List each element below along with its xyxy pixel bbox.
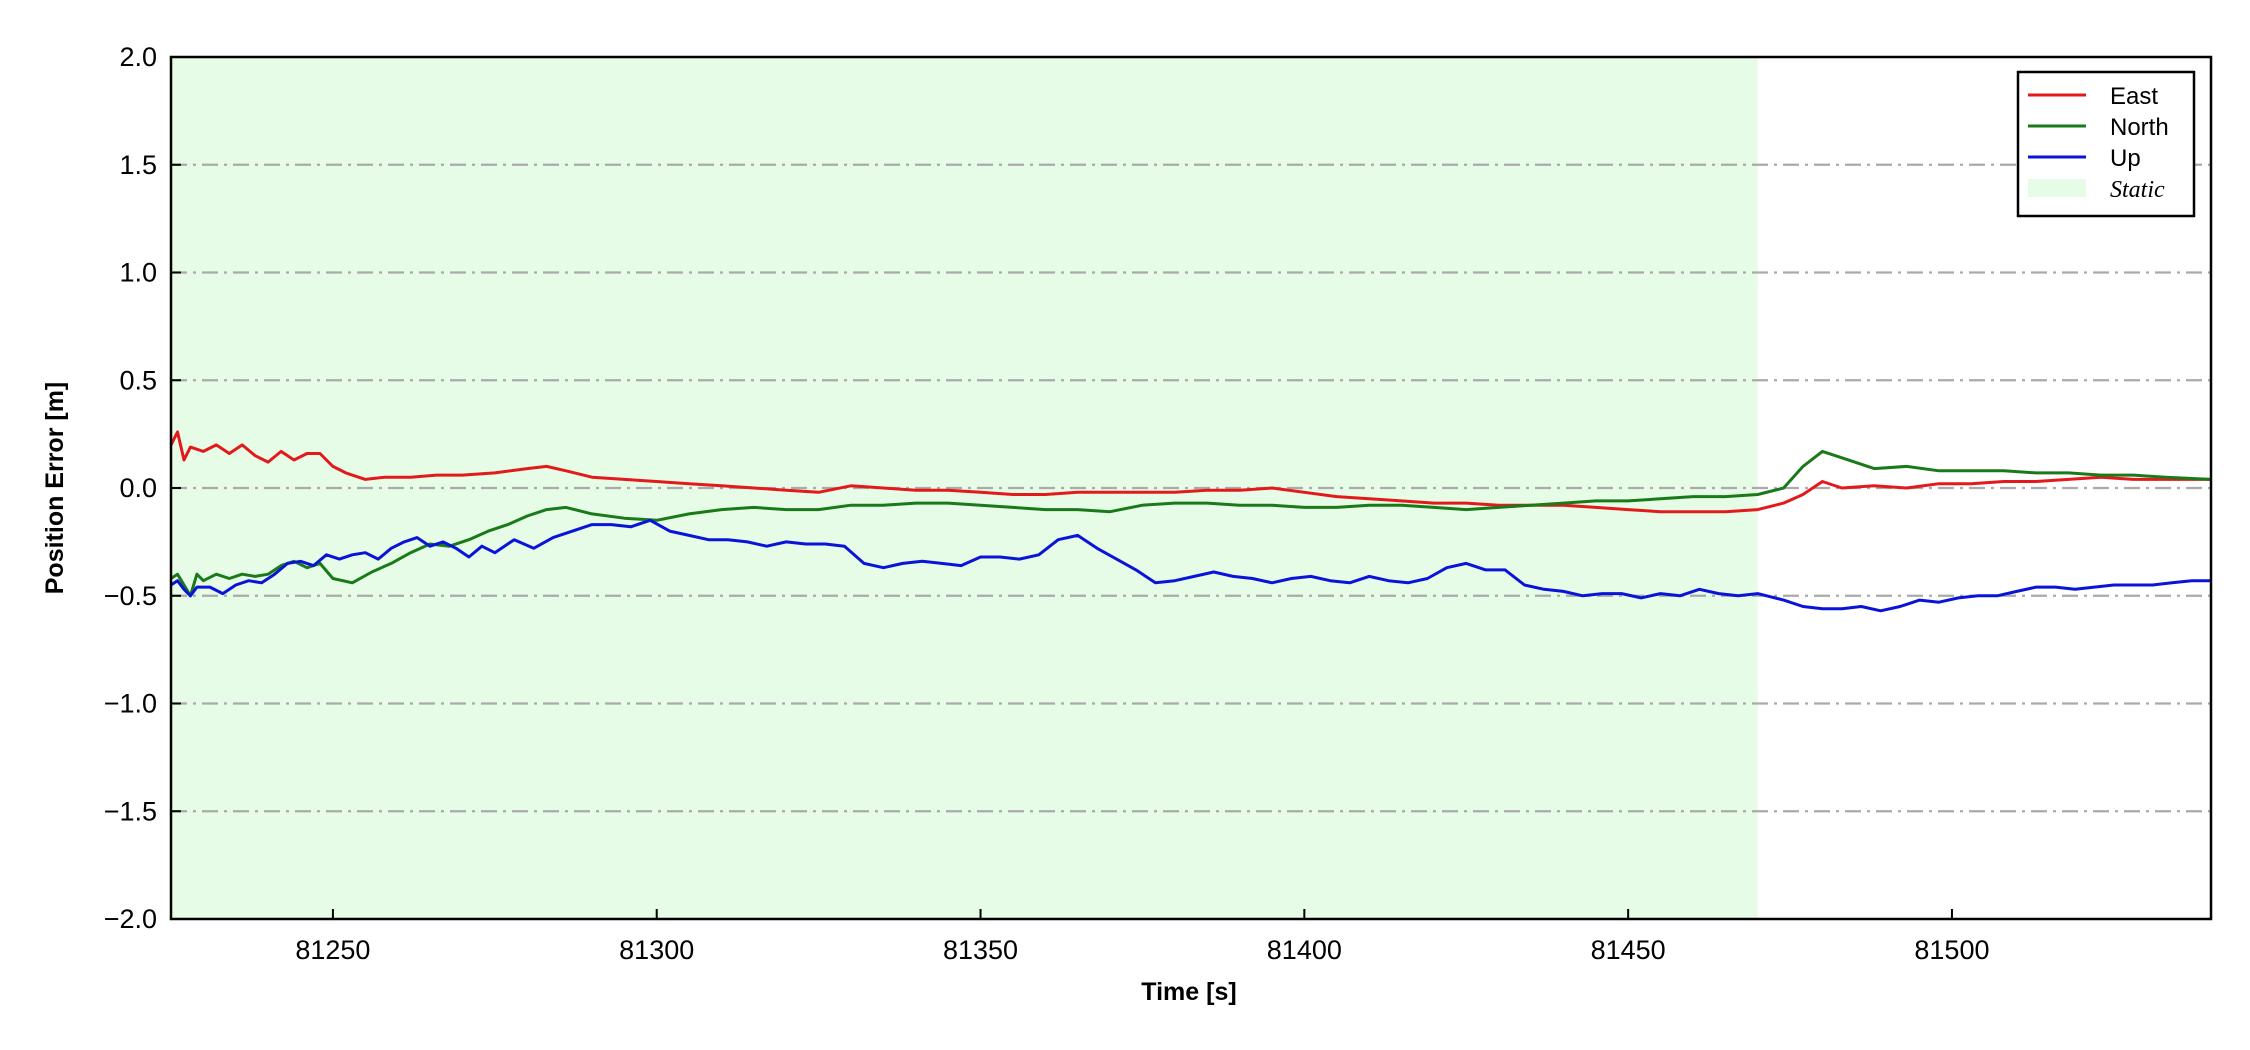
- x-tick-label: 81250: [295, 935, 370, 965]
- legend-static-swatch: [2028, 179, 2086, 197]
- x-tick-label: 81500: [1914, 935, 1989, 965]
- legend-static-label: Static: [2110, 177, 2165, 203]
- y-tick-label: 2.0: [119, 42, 157, 72]
- y-tick-label: 1.0: [119, 258, 157, 288]
- ticks-layer: 81250 81300 81350 81400 81450 81500 −2.0 −1.5 −1…: [104, 42, 1990, 965]
- series-layer: [169, 430, 2212, 613]
- static-region: [171, 57, 1758, 919]
- series-line-north: [170, 449, 2212, 598]
- x-tick-label: 81350: [943, 935, 1018, 965]
- series-line-up: [170, 518, 2211, 613]
- y-tick-label: −1.0: [104, 689, 157, 719]
- x-tick-label: 81400: [1267, 935, 1342, 965]
- y-axis-title: Position Error [m]: [41, 382, 69, 595]
- x-axis-title: Time [s]: [1141, 978, 1236, 1006]
- y-tick-label: 0.5: [119, 365, 157, 395]
- y-tick-label: −2.0: [104, 904, 157, 934]
- legend-up-label: Up: [2110, 145, 2141, 172]
- legend-north-label: North: [2110, 114, 2169, 141]
- x-tick-label: 81450: [1591, 935, 1666, 965]
- static-region-layer: [171, 57, 1758, 919]
- x-tick-label: 81300: [619, 935, 694, 965]
- legend: East North Up Static: [2016, 70, 2196, 218]
- y-tick-label: 0.0: [119, 473, 157, 503]
- y-tick-label: −0.5: [104, 581, 157, 611]
- legend-east-label: East: [2110, 83, 2158, 110]
- series-line-east: [169, 430, 2211, 514]
- y-tick-label: 1.5: [119, 150, 157, 180]
- y-tick-label: −1.5: [104, 796, 157, 826]
